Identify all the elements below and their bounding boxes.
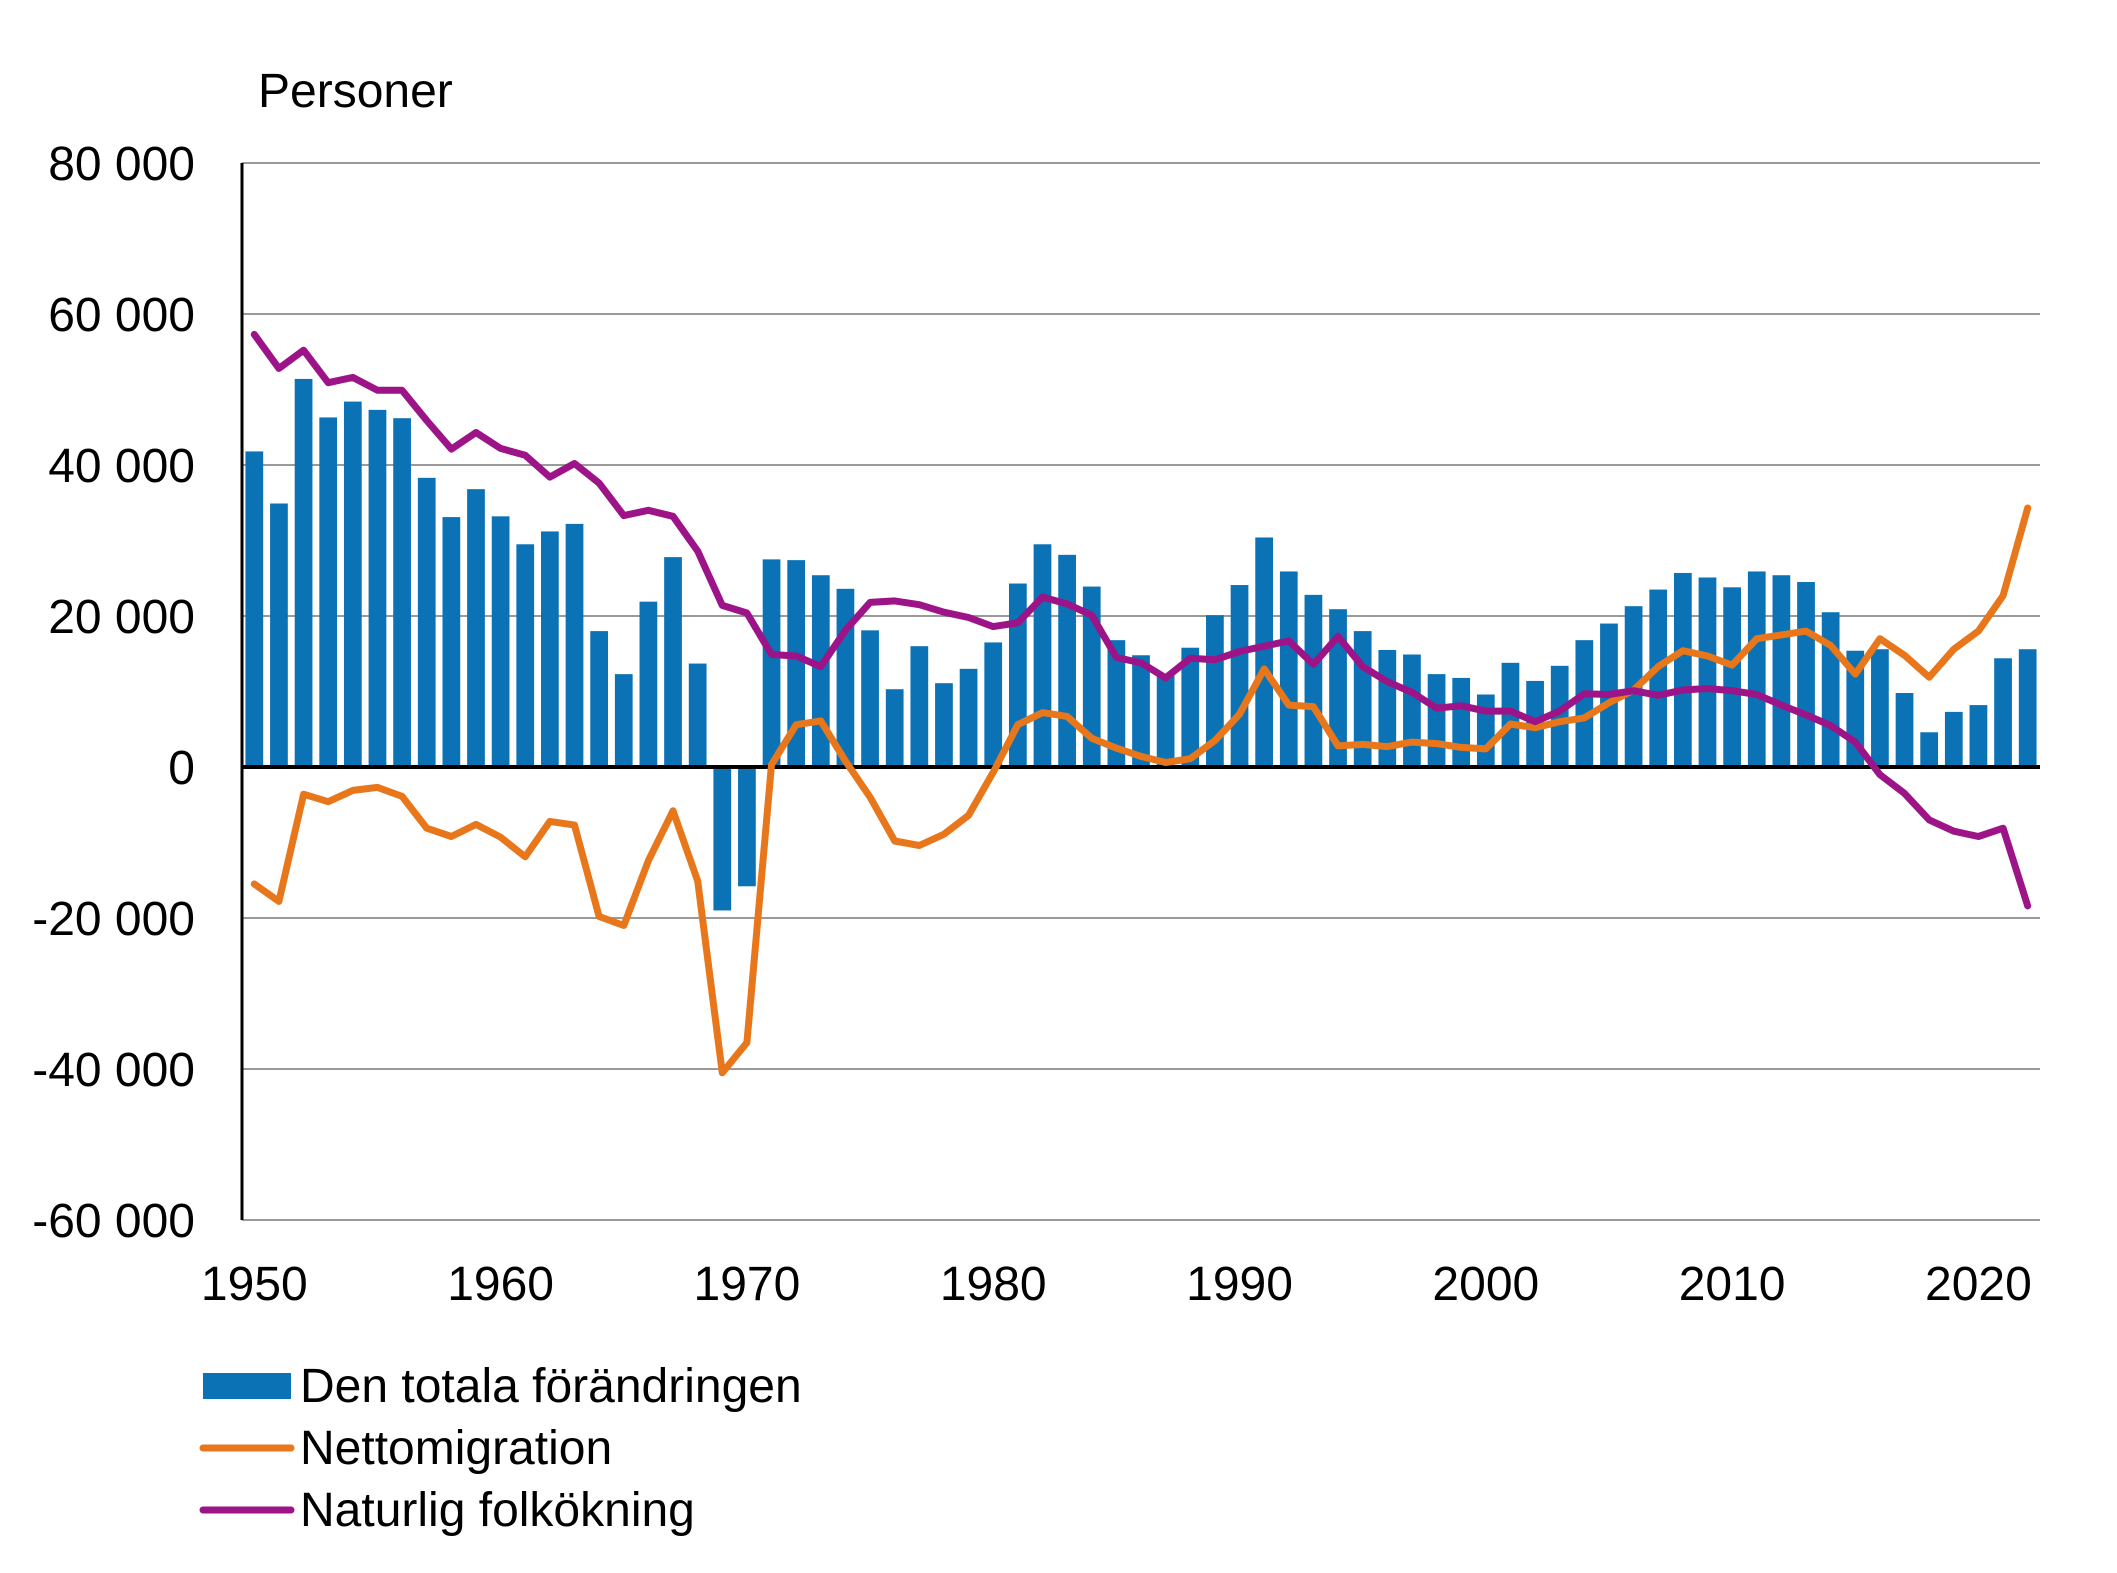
axes — [240, 163, 2040, 1220]
bar-total-change — [1476, 694, 1495, 767]
bar-total-change — [1181, 647, 1200, 767]
x-tick-label: 1960 — [447, 1258, 554, 1311]
bar-total-change — [270, 503, 288, 767]
bar-total-change — [861, 630, 879, 767]
legend-label-nettomigration: Nettomigration — [300, 1422, 612, 1475]
bar-total-change — [1452, 677, 1471, 767]
x-tick-label: 1980 — [940, 1258, 1047, 1311]
total-change-bars — [245, 378, 2037, 911]
legend-label-bars: Den totala förändringen — [300, 1360, 802, 1413]
bar-total-change — [1797, 582, 1815, 767]
y-tick-label: -40 000 — [32, 1044, 195, 1097]
bar-total-change — [1255, 537, 1274, 767]
y-axis-ticks: 80 000 60 000 40 000 20 000 0 -20 000 -40 000 -… — [32, 138, 195, 1248]
bar-total-change — [417, 477, 436, 767]
bar-total-change — [1673, 572, 1692, 767]
bar-total-change — [491, 516, 510, 767]
bar-total-change — [664, 557, 682, 767]
bar-total-change — [787, 560, 806, 767]
bar-total-change — [1772, 575, 1791, 767]
legend: Den totala förändringen Nettomigration N… — [199, 1360, 802, 1537]
y-unit-label: Personer — [258, 65, 453, 118]
y-tick-label: 40 000 — [48, 440, 195, 493]
bar-total-change — [541, 531, 559, 767]
bar-total-change — [1994, 658, 2012, 767]
bar-total-change — [516, 544, 535, 767]
bar-total-change — [1206, 615, 1224, 767]
bar-total-change — [1058, 554, 1076, 767]
line-nettomigration — [250, 504, 2032, 1077]
x-tick-label: 2020 — [1925, 1258, 2032, 1311]
bar-total-change — [294, 378, 313, 767]
y-tick-label: 20 000 — [48, 591, 195, 644]
bar-total-change — [910, 646, 929, 767]
bar-total-change — [1969, 705, 1988, 767]
bar-total-change — [1107, 640, 1126, 767]
bar-total-change — [442, 517, 461, 767]
bar-total-change — [614, 674, 633, 767]
legend-label-naturlig: Naturlig folkökning — [300, 1484, 695, 1537]
bar-total-change — [1304, 594, 1323, 767]
bar-total-change — [762, 559, 781, 767]
bar-total-change — [1649, 589, 1668, 767]
x-tick-label: 1970 — [694, 1258, 801, 1311]
bar-total-change — [1895, 693, 1914, 767]
bar-total-change — [1403, 654, 1421, 767]
line-naturlig-folkokning — [250, 330, 2032, 910]
bar-total-change — [1427, 674, 1446, 767]
bar-total-change — [1501, 662, 1520, 767]
bar-total-change — [639, 601, 658, 767]
bar-total-change — [393, 418, 411, 767]
bar-total-change — [1279, 571, 1298, 767]
bar-total-change — [1944, 711, 1963, 767]
bar-total-change — [565, 523, 584, 767]
series-lines — [250, 330, 2032, 1077]
bar-total-change — [688, 663, 707, 767]
bar-total-change — [1156, 674, 1175, 767]
x-axis-ticks: 1950 1960 1970 1980 1990 2000 2010 2020 — [201, 1258, 2032, 1311]
bar-total-change — [590, 631, 609, 767]
bar-total-change — [713, 767, 732, 911]
bar-total-change — [467, 489, 485, 767]
y-tick-label: 0 — [168, 742, 195, 795]
bar-total-change — [1821, 612, 1840, 767]
bar-total-change — [1747, 571, 1766, 767]
bar-total-change — [1550, 665, 1569, 767]
bar-total-change — [319, 417, 338, 767]
x-tick-label: 1950 — [201, 1258, 308, 1311]
bar-total-change — [1920, 732, 1939, 767]
bar-total-change — [2018, 649, 2037, 767]
bar-total-change — [245, 451, 264, 767]
bar-total-change — [836, 588, 855, 767]
bar-total-change — [984, 642, 1003, 767]
bar-total-change — [1723, 587, 1741, 767]
legend-swatch-bars — [203, 1373, 291, 1399]
bar-total-change — [885, 689, 904, 767]
y-tick-label: 60 000 — [48, 289, 195, 342]
bar-total-change — [343, 401, 362, 767]
bar-total-change — [1871, 649, 1889, 767]
bar-total-change — [811, 575, 830, 767]
bar-total-change — [1082, 586, 1101, 767]
bar-total-change — [959, 668, 978, 767]
bar-total-change — [1230, 585, 1249, 767]
x-tick-label: 2000 — [1432, 1258, 1539, 1311]
x-tick-label: 2010 — [1679, 1258, 1786, 1311]
bar-total-change — [368, 409, 387, 767]
y-tick-label: 80 000 — [48, 138, 195, 191]
bar-total-change — [1575, 640, 1594, 767]
bar-total-change — [1329, 609, 1347, 767]
bar-total-change — [1033, 544, 1052, 767]
x-tick-label: 1990 — [1186, 1258, 1293, 1311]
bar-total-change — [738, 767, 756, 887]
bar-total-change — [1132, 655, 1150, 767]
bar-total-change — [935, 683, 953, 767]
y-tick-label: -60 000 — [32, 1195, 195, 1248]
bar-total-change — [1698, 577, 1717, 767]
y-tick-label: -20 000 — [32, 893, 195, 946]
